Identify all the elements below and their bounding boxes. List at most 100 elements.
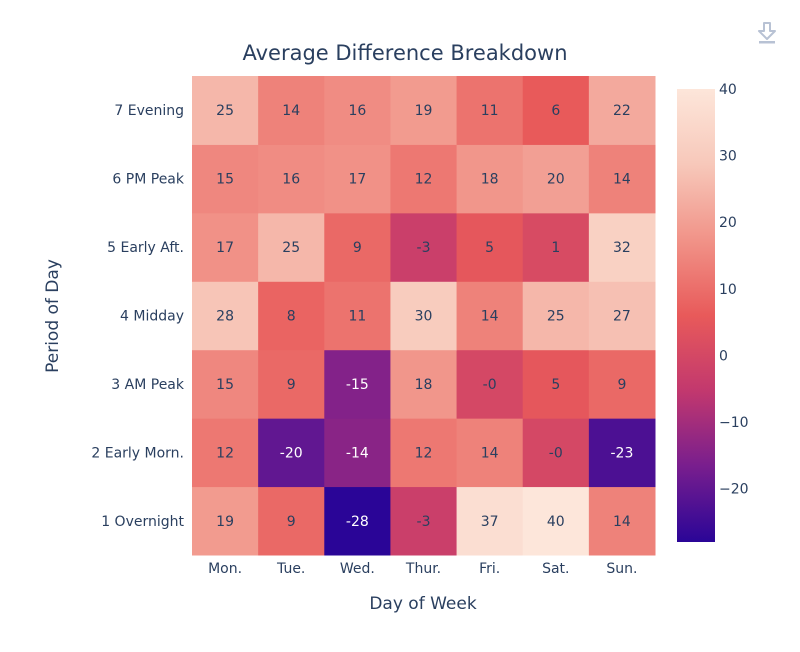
cell-value-label: -14 [346,445,369,461]
heatmap-cell [456,144,524,214]
cell-value-label: 14 [282,103,300,119]
heatmap-cell [588,144,656,214]
cell-value-label: 37 [481,514,499,530]
y-tick-label: 2 Early Morn. [91,445,184,461]
cell-value-label: 17 [216,240,234,256]
x-tick-label: Fri. [479,561,500,577]
cell-value-label: 12 [216,445,234,461]
cell-value-label: 12 [415,445,433,461]
cell-value-label: -0 [483,377,497,393]
heatmap-cell [324,76,391,145]
colorbar-tick-label: −10 [719,415,749,431]
heatmap-cell [390,418,458,488]
cell-value-label: -0 [549,445,563,461]
heatmap-cell [192,418,259,488]
chart-title: Average Difference Breakdown [242,41,567,65]
cell-value-label: 6 [551,103,560,119]
x-tick-label: Thur. [405,561,441,577]
heatmap-cell [324,281,391,351]
cell-value-label: 22 [613,103,631,119]
heatmap-cell [390,212,458,282]
heatmap-cell [456,281,524,351]
y-tick-label: 7 Evening [114,103,184,119]
cell-value-label: 16 [282,172,300,188]
heatmap-cell [522,144,590,214]
cell-value-label: 32 [613,240,631,256]
heatmap-cell [324,418,391,488]
cell-value-label: 5 [551,377,560,393]
cell-value-label: 25 [547,309,565,325]
cell-value-label: 14 [613,514,631,530]
heatmap-cell [192,76,259,145]
cell-value-label: -3 [417,514,431,530]
heatmap-cell [522,349,590,419]
cell-value-label: 25 [282,240,300,256]
cell-value-label: 12 [415,172,433,188]
heatmap-cell [390,144,458,214]
heatmap-cell [456,486,524,556]
y-axis-title: Period of Day [43,259,63,373]
cell-value-label: 8 [287,309,296,325]
colorbar-tick-label: 20 [719,215,737,231]
heatmap-cell [324,144,391,214]
heatmap-cell [456,418,524,488]
cell-value-label: 16 [348,103,366,119]
heatmap-cell [588,281,656,351]
x-axis-title: Day of Week [369,594,476,614]
heatmap-cell [192,349,259,419]
x-tick-label: Sun. [606,561,637,577]
cell-value-label: 18 [481,172,499,188]
cell-value-label: 11 [348,309,366,325]
cell-value-label: 15 [216,377,234,393]
heatmap-cell [192,212,259,282]
heatmap-cell [258,486,325,556]
download-button[interactable] [754,20,780,46]
cell-value-label: 14 [481,309,499,325]
x-tick-labels: Mon. Tue. Wed. Thur. Fri. Sat. Sun. [208,561,637,577]
heatmap-cell [192,486,259,556]
colorbar-tick-label: 10 [719,282,737,298]
y-tick-label: 1 Overnight [101,514,184,530]
heatmap-cell [324,212,391,282]
heatmap-cell [390,349,458,419]
colorbar [677,89,715,542]
x-tick-label: Mon. [208,561,242,577]
heatmap-cell [258,144,325,214]
cell-value-label: 9 [617,377,626,393]
y-tick-label: 6 PM Peak [112,172,184,188]
cell-value-label: 19 [415,103,433,119]
cell-value-label: -20 [280,445,303,461]
cell-value-label: 27 [613,309,631,325]
x-tick-label: Wed. [340,561,375,577]
heatmap-cell [258,418,325,488]
cell-value-label: 11 [481,103,499,119]
heatmap-cell [192,281,259,351]
heatmap-cell [588,76,656,145]
cell-value-label: 28 [216,309,234,325]
heatmap-cell [522,76,590,145]
heatmap-cell [258,76,325,145]
heatmap-cell [324,349,391,419]
cell-value-label: -28 [346,514,369,530]
heatmap-cell [390,281,458,351]
cell-value-label: 19 [216,514,234,530]
heatmap-cell [390,76,458,145]
heatmap-cell [456,349,524,419]
colorbar-tick-label: 30 [719,149,737,165]
x-tick-label: Sat. [542,561,569,577]
cell-value-label: 40 [547,514,565,530]
heatmap-cell [522,486,590,556]
heatmap-cell [522,212,590,282]
heatmap-cell [258,349,325,419]
cell-value-label: 14 [613,172,631,188]
heatmap-cell [390,486,458,556]
heatmap-cell [192,144,259,214]
cell-value-label: 9 [287,514,296,530]
heatmap-cell [456,212,524,282]
cell-value-label: 20 [547,172,565,188]
heatmap-cell [324,486,391,556]
cell-value-label: 9 [353,240,362,256]
heatmap-cell [522,418,590,488]
